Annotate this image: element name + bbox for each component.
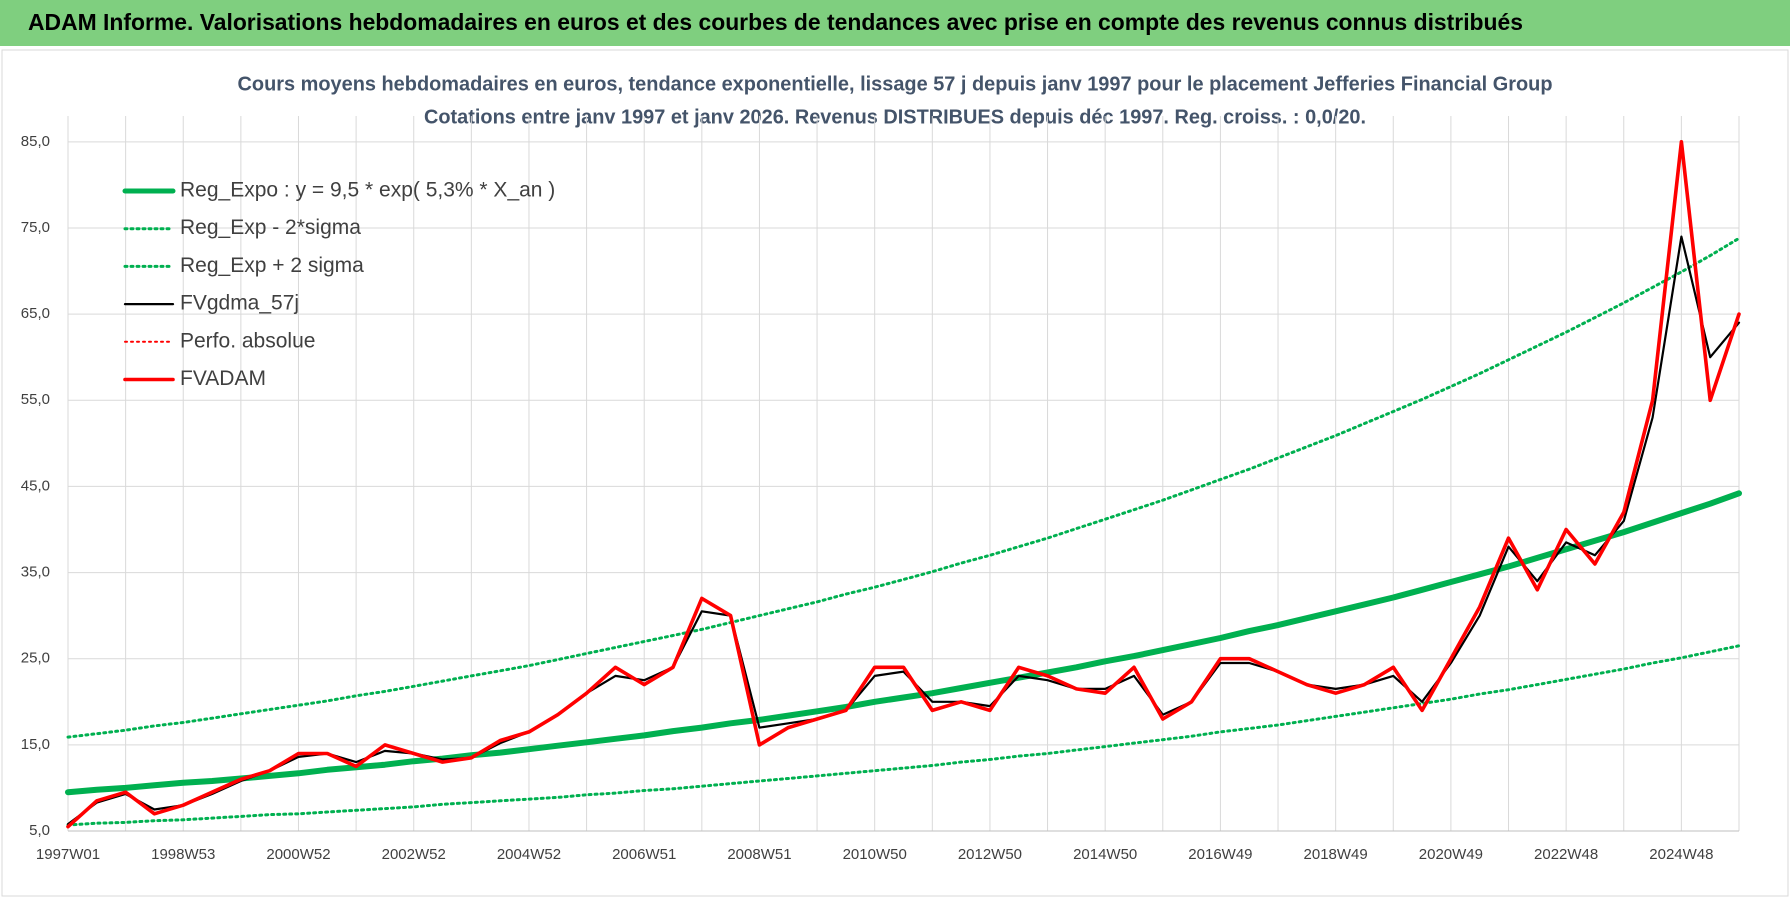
chart-title: Cours moyens hebdomadaires en euros, ten… <box>238 73 1553 95</box>
x-tick-label: 2018W49 <box>1304 846 1368 863</box>
series-line <box>66 235 1741 826</box>
y-tick-label: 45,0 <box>21 477 50 494</box>
y-tick-label: 55,0 <box>21 391 50 408</box>
series-line <box>66 140 1741 829</box>
x-tick-label: 1997W01 <box>36 846 100 863</box>
x-tick-label: 2006W51 <box>612 846 676 863</box>
x-tick-label: 2020W49 <box>1419 846 1483 863</box>
x-tick-label: 2002W52 <box>382 846 446 863</box>
header-bar <box>0 0 1790 46</box>
chart-frame <box>1 49 1789 897</box>
legend-label: FVADAM <box>180 367 266 390</box>
y-tick-label: 75,0 <box>21 219 50 236</box>
x-tick-label: 2010W50 <box>843 846 907 863</box>
x-tick-label: 2014W50 <box>1073 846 1137 863</box>
legend-label: Reg_Exp + 2 sigma <box>180 254 364 277</box>
y-tick-label: 35,0 <box>21 564 50 581</box>
x-tick-label: 2012W50 <box>958 846 1022 863</box>
x-tick-label: 2000W52 <box>266 846 330 863</box>
x-tick-label: 2008W51 <box>727 846 791 863</box>
header-title: ADAM Informe. Valorisations hebdomadaire… <box>28 9 1523 35</box>
y-tick-label: 5,0 <box>29 822 50 839</box>
y-tick-label: 25,0 <box>21 650 50 667</box>
legend-label: Reg_Expo : y = 9,5 * exp( 5,3% * X_an ) <box>180 179 555 202</box>
x-tick-label: 1998W53 <box>151 846 215 863</box>
y-tick-label: 65,0 <box>21 305 50 322</box>
y-tick-label: 15,0 <box>21 736 50 753</box>
x-tick-label: 2016W49 <box>1188 846 1252 863</box>
chart-subtitle: Cotations entre janv 1997 et janv 2026. … <box>424 106 1366 128</box>
x-tick-label: 2004W52 <box>497 846 561 863</box>
series-line <box>66 644 1741 827</box>
legend-label: Perfo. absolue <box>180 329 315 352</box>
series-line <box>65 490 1742 796</box>
legend-label: Reg_Exp - 2*sigma <box>180 216 361 239</box>
y-tick-label: 85,0 <box>21 133 50 150</box>
legend-label: FVgdma_57j <box>180 292 299 315</box>
x-tick-label: 2024W48 <box>1649 846 1713 863</box>
series-line <box>66 236 1741 739</box>
x-tick-label: 2022W48 <box>1534 846 1598 863</box>
